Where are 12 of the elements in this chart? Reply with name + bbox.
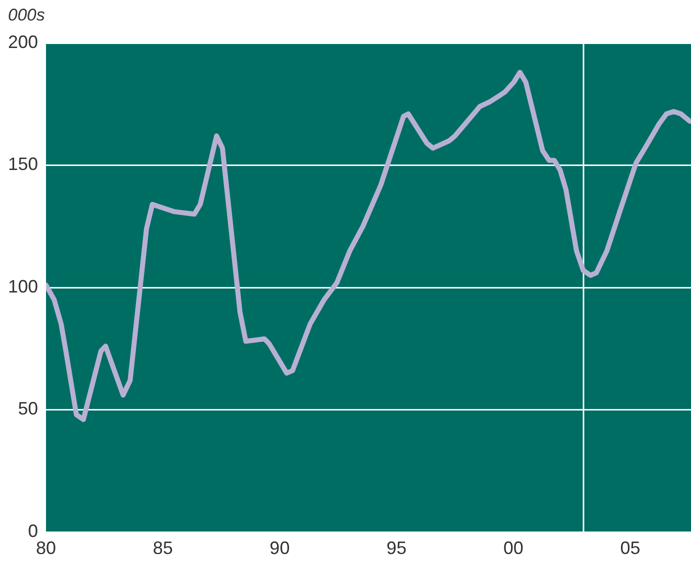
y-tick-label: 50 [18,398,38,419]
x-tick-label: 80 [36,538,56,558]
y-axis-title: 000s [8,6,46,25]
x-tick-label: 90 [270,538,290,558]
x-tick-label: 85 [152,538,173,558]
y-tick-label: 200 [8,32,38,52]
y-tick-label: 150 [8,154,38,174]
x-tick-label: 05 [620,538,640,558]
y-tick-label: 100 [8,276,38,296]
x-tick-label: 95 [386,538,407,558]
y-tick-label: 0 [28,520,38,541]
x-tick-label: 00 [503,538,524,558]
